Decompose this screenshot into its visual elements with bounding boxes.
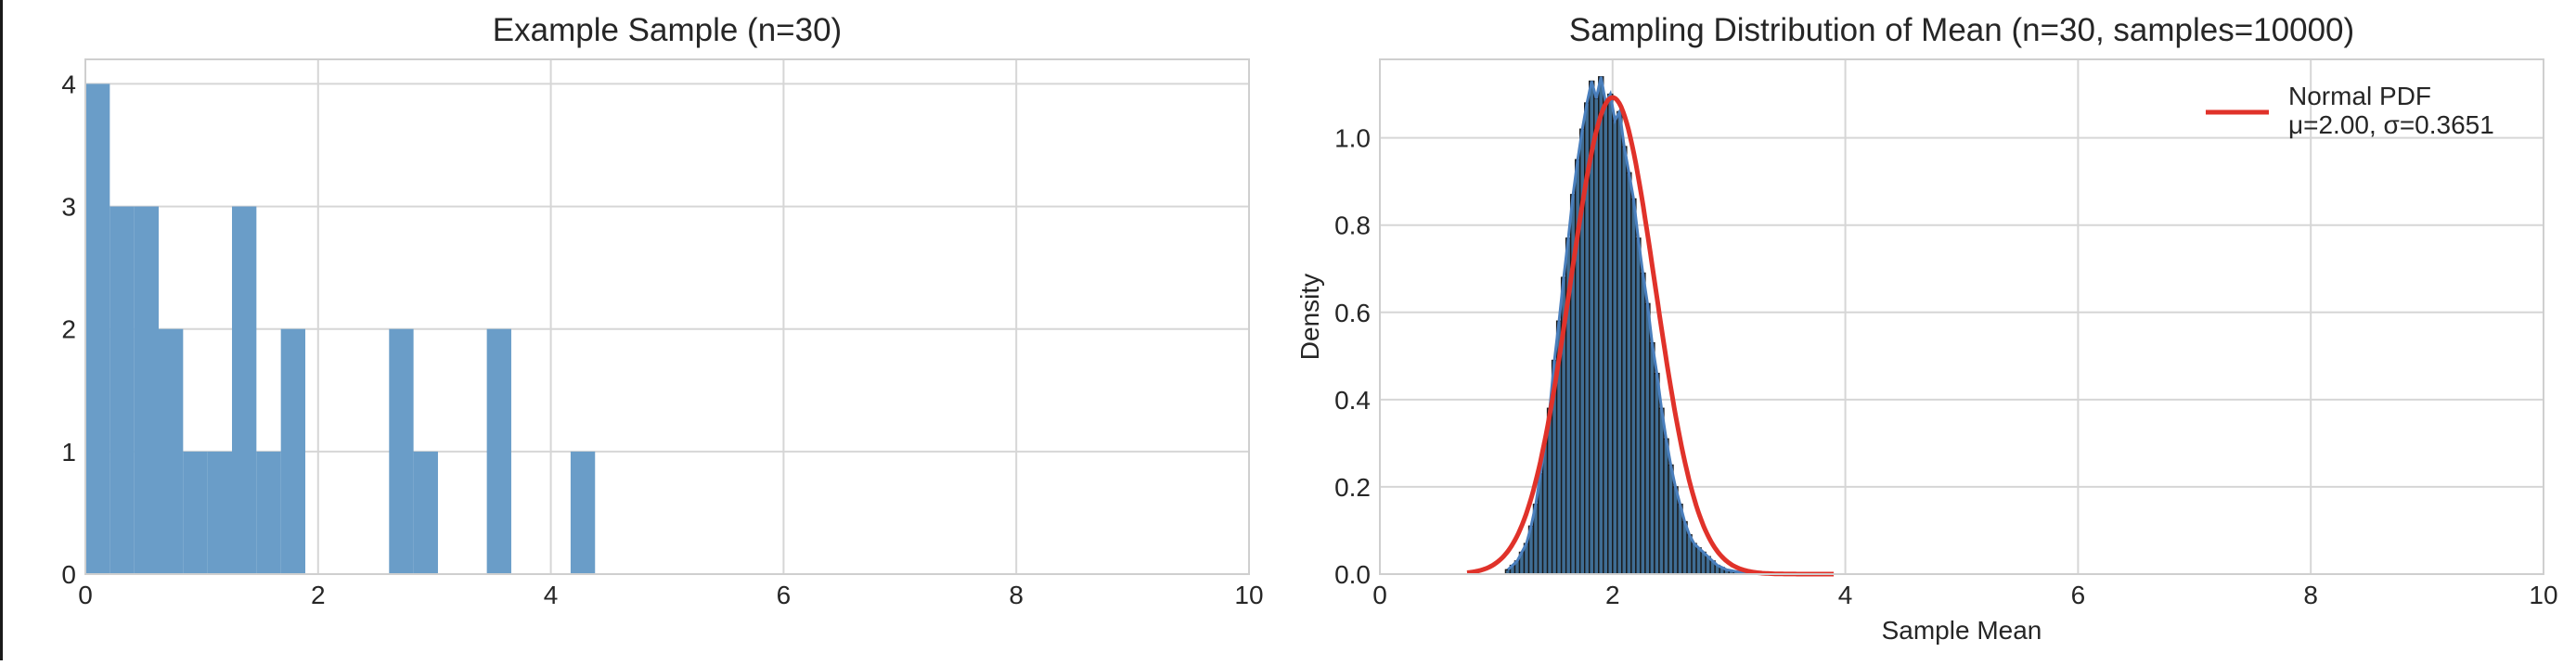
histogram-bar: [183, 451, 208, 574]
histogram-bar: [1616, 110, 1623, 575]
histogram-bar: [109, 206, 135, 575]
histogram-bar: [1644, 302, 1651, 575]
histogram-bar: [1626, 172, 1632, 575]
y-tick-label: 0: [61, 560, 76, 589]
histogram-bar: [1621, 146, 1628, 575]
y-tick-label: 0.0: [1334, 560, 1371, 589]
x-tick-label: 8: [1009, 581, 1024, 609]
y-tick-label: 0.4: [1334, 386, 1371, 415]
histogram-bar: [570, 451, 596, 574]
histogram-bar: [413, 451, 438, 574]
y-tick-label: 0.8: [1334, 211, 1371, 240]
y-tick-label: 0.6: [1334, 299, 1371, 327]
histogram-bar: [1593, 97, 1600, 575]
x-tick-label: 4: [544, 581, 559, 609]
y-tick-label: 1: [61, 438, 76, 467]
histogram-bar: [1691, 543, 1697, 575]
histogram-bars: [85, 83, 596, 575]
histogram-bar: [159, 328, 184, 574]
x-tick-label: 8: [2303, 581, 2318, 609]
histogram-bar: [486, 328, 511, 574]
y-tick-label: 3: [61, 193, 76, 222]
histogram-bar: [1672, 486, 1679, 575]
histogram-bar: [1649, 342, 1655, 575]
histogram-bar: [85, 83, 110, 574]
histogram-bar: [1668, 464, 1674, 575]
panel-2: Sampling Distribution of Mean (n=30, sam…: [1295, 12, 2558, 645]
axes-frame: [1379, 58, 2544, 575]
histogram-bar: [207, 451, 233, 574]
x-tick-label: 10: [1234, 581, 1263, 609]
x-tick-label: 10: [2529, 581, 2557, 609]
histogram-bar: [280, 328, 306, 574]
y-tick-label: 1.0: [1334, 124, 1371, 153]
y-tick-labels: 0 1 2 3 4: [61, 70, 76, 589]
chart-title: Example Sample (n=30): [493, 12, 842, 48]
x-tick-label: 6: [2071, 581, 2086, 609]
x-tick-label: 6: [777, 581, 792, 609]
x-tick-labels: 0 2 4 6 8 10: [1372, 581, 2557, 609]
panel-1: Example Sample (n=30) 0 2 4 6 8 10 0 1 2 3 4: [61, 12, 1263, 609]
legend-label: μ=2.00, σ=0.3651: [2288, 110, 2494, 139]
x-tick-label: 4: [1838, 581, 1853, 609]
histogram-bar: [1635, 237, 1642, 575]
x-tick-labels: 0 2 4 6 8 10: [78, 581, 1263, 609]
x-axis-label: Sample Mean: [1882, 616, 2042, 645]
histogram-bar: [256, 451, 281, 574]
histogram-bar: [1663, 438, 1669, 575]
histogram-bar: [1612, 120, 1618, 575]
histogram-bar: [1603, 102, 1609, 575]
histogram-bar: [232, 206, 257, 575]
histogram-bar: [389, 328, 414, 574]
x-tick-label: 2: [311, 581, 326, 609]
histogram-bar: [1658, 407, 1665, 575]
histogram-bar: [1695, 547, 1702, 575]
histogram-bar: [1607, 93, 1614, 575]
histogram-bar: [134, 206, 160, 575]
y-tick-labels: 0.0 0.2 0.4 0.6 0.8 1.0: [1334, 124, 1371, 589]
y-tick-label: 0.2: [1334, 473, 1371, 502]
histogram-bar: [1640, 272, 1646, 575]
figure-left-border: [0, 0, 3, 660]
histogram-bar: [1654, 372, 1660, 575]
histogram-bar: [1630, 198, 1637, 575]
axes-frame: [84, 58, 1250, 575]
chart-title: Sampling Distribution of Mean (n=30, sam…: [1569, 12, 2354, 48]
x-tick-label: 2: [1605, 581, 1620, 609]
x-tick-label: 0: [1372, 581, 1387, 609]
x-tick-label: 0: [78, 581, 93, 609]
legend-label: Normal PDF: [2288, 82, 2431, 110]
y-tick-label: 2: [61, 315, 76, 344]
y-axis-label: Density: [1295, 274, 1324, 360]
histogram-bar: [1598, 76, 1604, 575]
y-tick-label: 4: [61, 70, 76, 98]
